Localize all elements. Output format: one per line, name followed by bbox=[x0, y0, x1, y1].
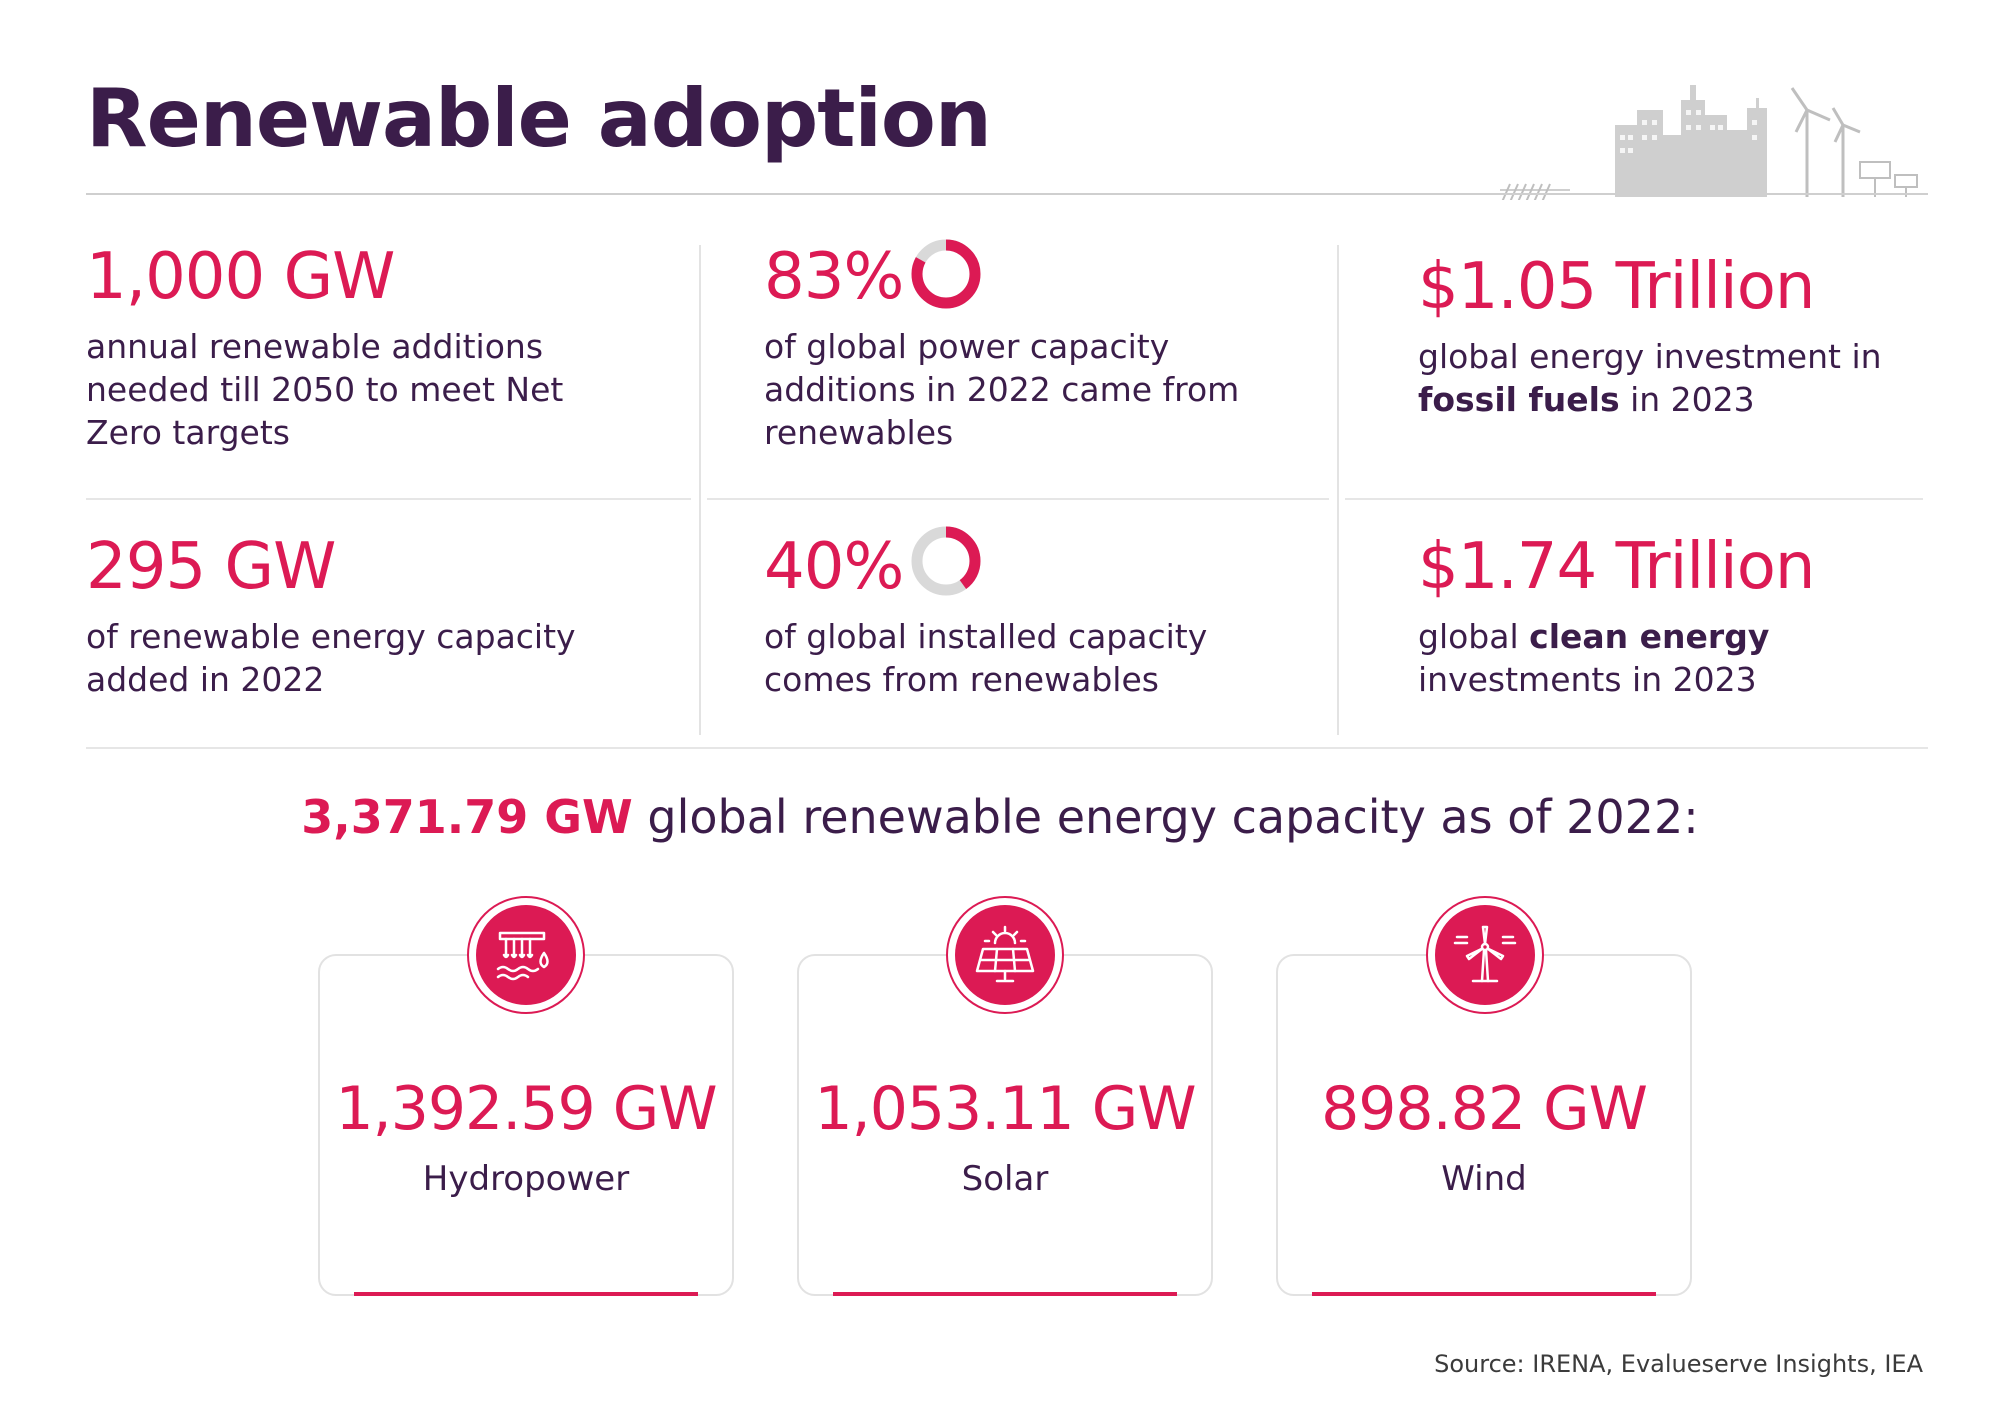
stat-description: global energy investment in fossil fuels… bbox=[1418, 335, 1923, 421]
hydropower-icon bbox=[496, 931, 549, 981]
stat-desc-emphasis: clean energy bbox=[1529, 617, 1770, 656]
city-skyline-illustration bbox=[1500, 85, 1918, 200]
card-accent-bar bbox=[1312, 1292, 1656, 1296]
donut-chart-83 bbox=[911, 239, 981, 309]
stat-value: 295 GW bbox=[86, 530, 336, 604]
card-value: 1,053.11 GW bbox=[814, 1074, 1196, 1144]
donut-chart-40 bbox=[911, 526, 981, 596]
card-value: 1,392.59 GW bbox=[335, 1074, 717, 1144]
total-capacity-value: 3,371.79 GW bbox=[301, 790, 633, 844]
stat-description: annual renewable additions needed till 2… bbox=[86, 327, 564, 452]
row-divider-col1 bbox=[86, 498, 691, 500]
source-note: Source: IRENA, Evalueserve Insights, IEA bbox=[1434, 1350, 1923, 1378]
stat-value: $1.05 Trillion bbox=[1418, 250, 1815, 324]
total-capacity-text: global renewable energy capacity as of 2… bbox=[647, 790, 1699, 844]
stat-value: $1.74 Trillion bbox=[1418, 530, 1815, 604]
wind-turbine-icon bbox=[1453, 925, 1517, 983]
stat-value: 40% bbox=[764, 530, 904, 604]
card-accent-bar bbox=[354, 1292, 698, 1296]
stat-value: 83% bbox=[764, 240, 904, 314]
stat-value: 1,000 GW bbox=[86, 240, 395, 314]
stat-desc-emphasis: fossil fuels bbox=[1418, 380, 1620, 419]
stat-desc-text: global energy investment in bbox=[1418, 337, 1882, 376]
card-label: Hydropower bbox=[422, 1159, 630, 1199]
card-accent-bar bbox=[833, 1292, 1177, 1296]
stat-desc-text: global bbox=[1418, 617, 1519, 656]
row-divider-col2 bbox=[707, 498, 1329, 500]
total-capacity-headline: 3,371.79 GW global renewable energy capa… bbox=[0, 790, 2000, 844]
stat-description: of global power capacity additions in 20… bbox=[764, 327, 1240, 452]
card-label: Wind bbox=[1441, 1159, 1527, 1199]
card-value: 898.82 GW bbox=[1321, 1074, 1648, 1144]
solar-panel-icon bbox=[975, 925, 1035, 983]
stat-desc-text: in 2023 bbox=[1630, 380, 1755, 419]
stat-desc-text: investments in 2023 bbox=[1418, 660, 1757, 699]
hydropower-icon-badge bbox=[467, 896, 585, 1014]
stats-bottom-divider bbox=[86, 747, 1928, 749]
page-title: Renewable adoption bbox=[86, 72, 992, 165]
solar-icon-badge bbox=[946, 896, 1064, 1014]
wind-icon-badge bbox=[1426, 896, 1544, 1014]
title-divider bbox=[86, 193, 1928, 195]
card-label: Solar bbox=[961, 1159, 1049, 1199]
column-divider-2 bbox=[1337, 245, 1339, 735]
column-divider-1 bbox=[699, 245, 701, 735]
stat-description: of renewable energy capacity added in 20… bbox=[86, 617, 576, 699]
stat-description: global clean energy investments in 2023 bbox=[1418, 615, 1923, 701]
stat-description: of global installed capacity comes from … bbox=[764, 617, 1208, 699]
row-divider-col3 bbox=[1345, 498, 1923, 500]
